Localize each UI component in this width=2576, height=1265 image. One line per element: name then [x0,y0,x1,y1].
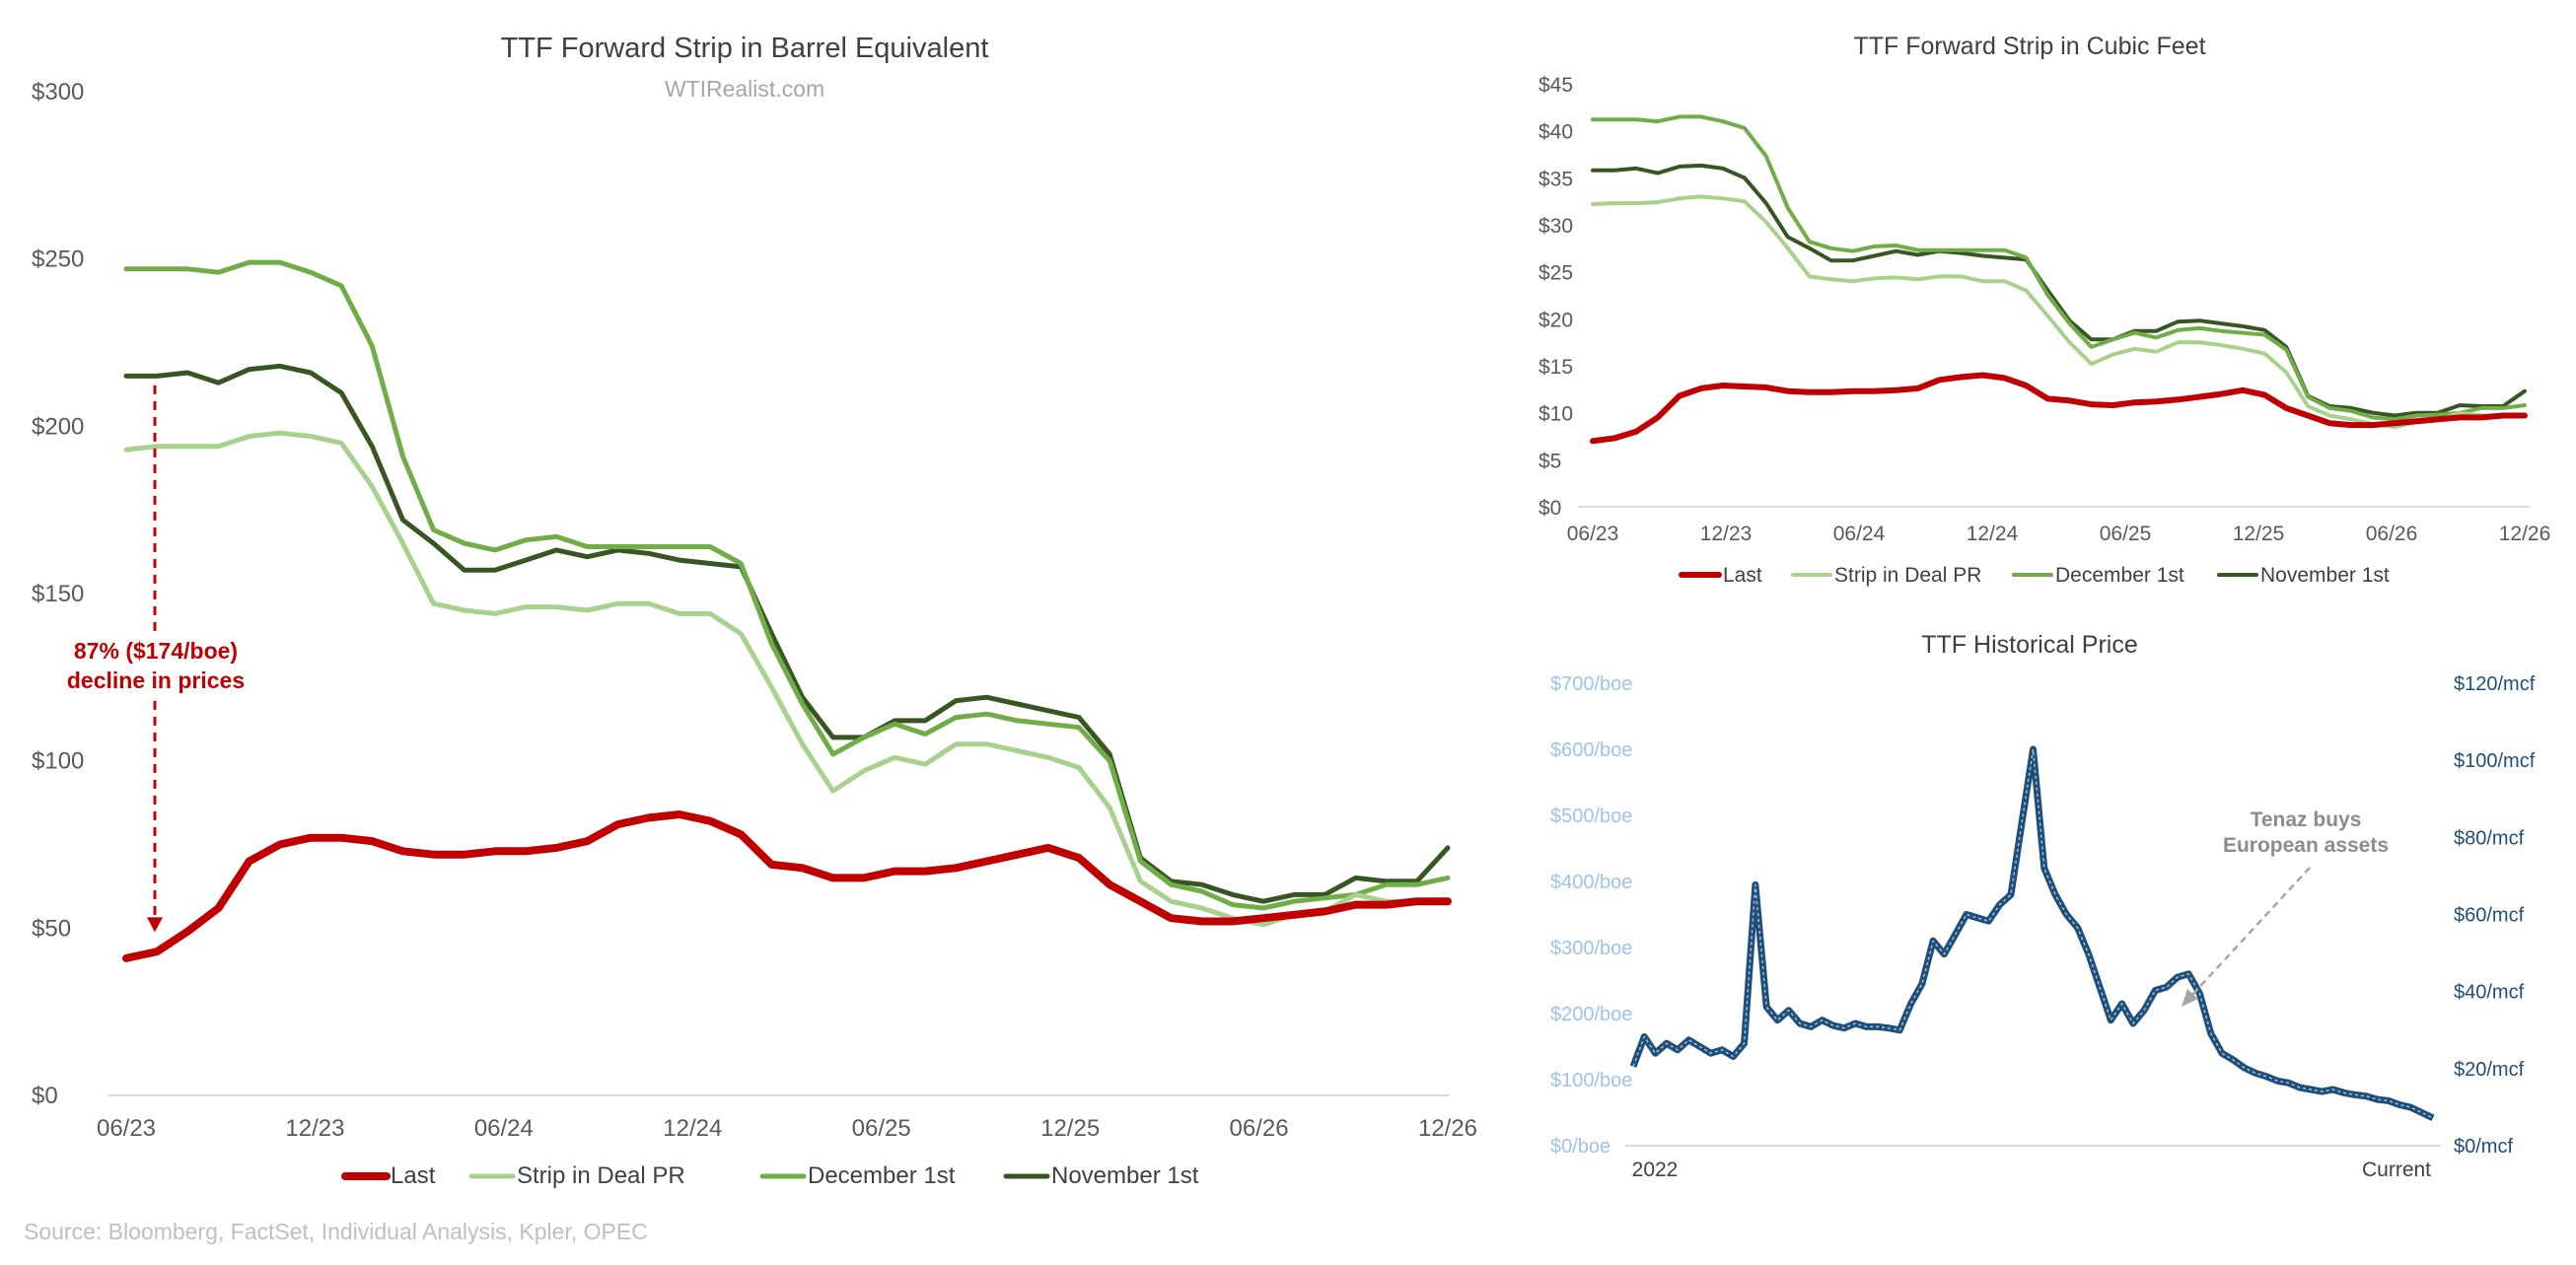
cubic-feet-y-tick-label: $5 [1538,450,1561,472]
legend-label-nov1: November 1st [1051,1162,1199,1189]
historical-right-y-tick-label: $80/mcf [2454,827,2525,849]
tenaz-annotation-line1: Tenaz buys [2251,808,2362,831]
cubic-feet-x-tick-label: 06/23 [1567,523,1619,545]
historical-price-line [1629,745,2435,1122]
main-x-tick-label: 12/25 [1040,1115,1100,1142]
cubic-feet-x-tick-label: 12/24 [1967,523,2019,545]
cubic-feet-x-tick-label: 12/26 [2499,523,2551,545]
cubic-feet-y-tick-label: $20 [1538,309,1573,331]
historical-left-y-tick-label: $200/boe [1550,1004,1632,1025]
source-note: Source: Bloomberg, FactSet, Individual A… [24,1219,648,1244]
legend-label-strip: Strip in Deal PR [517,1162,685,1189]
main-y-tick-label: $50 [32,915,71,942]
main-series-last-line [122,810,1452,962]
tenaz-annotation: Tenaz buys European assets [2182,808,2389,1007]
main-y-tick-label: $200 [32,413,84,440]
cubic-feet-y-tick-label: $15 [1538,356,1573,379]
historical-right-y-axis: $0/mcf $20/mcf $40/mcf $60/mcf $80/mcf $100/m… [2454,673,2536,1158]
cubic-feet-series-dec1-line [1591,114,2527,422]
tenaz-annotation-line2: European assets [2223,834,2389,857]
cubic-feet-y-tick-label: $40 [1538,121,1573,144]
cubic-feet-chart-title: TTF Forward Strip in Cubic Feet [1853,33,2205,60]
historical-left-y-axis: $0/boe $100/boe $200/boe $300/boe $400/boe $5… [1550,673,1632,1158]
historical-left-y-tick-label: $100/boe [1550,1070,1632,1091]
historical-chart: TTF Historical Price $0/boe $100/boe $200/… [1550,631,2536,1181]
historical-right-y-tick-label: $40/mcf [2454,982,2525,1004]
main-x-tick-label: 12/24 [663,1115,722,1142]
cubic-feet-chart: TTF Forward Strip in Cubic Feet $0$5$10$… [1538,33,2550,587]
cubic-feet-y-axis: $0 $5 $10 $15 $20 $25 $30 $35 $40 $45 [1538,74,1573,520]
main-series-lines [122,259,1452,962]
historical-chart-title: TTF Historical Price [1921,631,2137,659]
historical-left-y-tick-label: $300/boe [1550,938,1632,959]
decline-arrow-head-icon [147,917,163,933]
cubic-feet-x-tick-label: 06/26 [2366,523,2418,545]
cubic-feet-x-tick-label: 12/25 [2233,523,2285,545]
cubic-feet-y-tick-label: $25 [1538,262,1573,285]
cubic-feet-x-tick-label: 12/23 [1700,523,1753,545]
historical-left-y-tick-label: $0/boe [1550,1136,1610,1158]
historical-right-y-tick-label: $0/mcf [2454,1136,2513,1158]
historical-right-y-tick-label: $100/mcf [2454,750,2536,772]
cubic-feet-y-tick-label: $10 [1538,403,1573,426]
main-x-tick-label: 06/23 [97,1115,156,1142]
cubic-feet-y-tick-label: $0 [1538,497,1561,520]
main-y-tick-label: $250 [32,246,84,273]
cubic-feet-x-tick-label: 06/24 [1833,523,1886,545]
main-x-tick-label: 06/24 [474,1115,534,1142]
cubic-feet-series-last-line [1590,372,2528,445]
legend-label-strip: Strip in Deal PR [1834,564,1981,587]
main-y-tick-label: $0 [32,1083,58,1109]
main-legend: Last Strip in Deal PR December 1st November… [341,1162,1199,1189]
legend-label-last: Last [391,1162,436,1189]
annotation-backdrop [47,633,264,700]
main-y-tick-label: $150 [32,581,84,607]
historical-x-tick-start: 2022 [1632,1159,1679,1181]
main-chart-subtitle: WTIRealist.com [665,76,824,102]
main-y-axis: $0 $50 $100 $150 $200 $250 $300 [32,79,84,1109]
historical-left-y-tick-label: $600/boe [1550,739,1632,761]
main-y-tick-label: $100 [32,748,84,775]
main-x-tick-label: 06/25 [852,1115,911,1142]
cubic-feet-y-tick-label: $45 [1538,74,1573,97]
main-y-tick-label: $300 [32,79,84,105]
main-chart-title: TTF Forward Strip in Barrel Equivalent [501,33,989,64]
cubic-feet-y-tick-label: $35 [1538,168,1573,190]
cubic-feet-x-axis: 06/23 12/23 06/24 12/24 06/25 12/25 06/26 12/26 [1567,523,2551,545]
historical-right-y-tick-label: $60/mcf [2454,905,2525,927]
main-series-strip-line [123,430,1451,928]
decline-annotation-line2: decline in prices [67,668,245,693]
tenaz-arrow-head-icon [2182,989,2198,1007]
historical-price-inner-line [1632,748,2434,1119]
cubic-feet-legend: Last Strip in Deal PR December 1st November… [1679,564,2390,587]
main-x-tick-label: 12/23 [285,1115,344,1142]
cubic-feet-series-nov1-line [1591,163,2527,418]
historical-right-y-tick-label: $120/mcf [2454,673,2536,695]
cubic-feet-y-tick-label: $30 [1538,215,1573,238]
legend-label-dec1: December 1st [2055,564,2184,587]
legend-label-nov1: November 1st [2260,564,2390,587]
cubic-feet-x-tick-label: 06/25 [2100,523,2152,545]
main-chart: TTF Forward Strip in Barrel Equivalent W… [32,33,1477,1189]
main-x-tick-label: 06/26 [1230,1115,1289,1142]
historical-left-y-tick-label: $500/boe [1550,806,1632,827]
historical-left-y-tick-label: $400/boe [1550,872,1632,893]
decline-annotation: 87% ($174/boe) decline in prices [47,385,264,933]
historical-x-tick-end: Current [2362,1159,2431,1181]
historical-series-lines [1629,745,2435,1122]
main-series-nov1-line [123,363,1451,904]
legend-label-last: Last [1723,564,1762,587]
main-series-dec1-line [123,259,1451,911]
historical-left-y-tick-label: $700/boe [1550,673,1632,695]
main-x-axis: 06/23 12/23 06/24 12/24 06/25 12/25 06/26 12/26 [97,1115,1477,1142]
legend-label-dec1: December 1st [808,1162,956,1189]
decline-annotation-line1: 87% ($174/boe) [74,638,238,664]
main-x-tick-label: 12/26 [1418,1115,1477,1142]
tenaz-arrow-line [2190,867,2311,997]
cubic-feet-series-lines [1590,114,2528,445]
historical-right-y-tick-label: $20/mcf [2454,1059,2525,1081]
